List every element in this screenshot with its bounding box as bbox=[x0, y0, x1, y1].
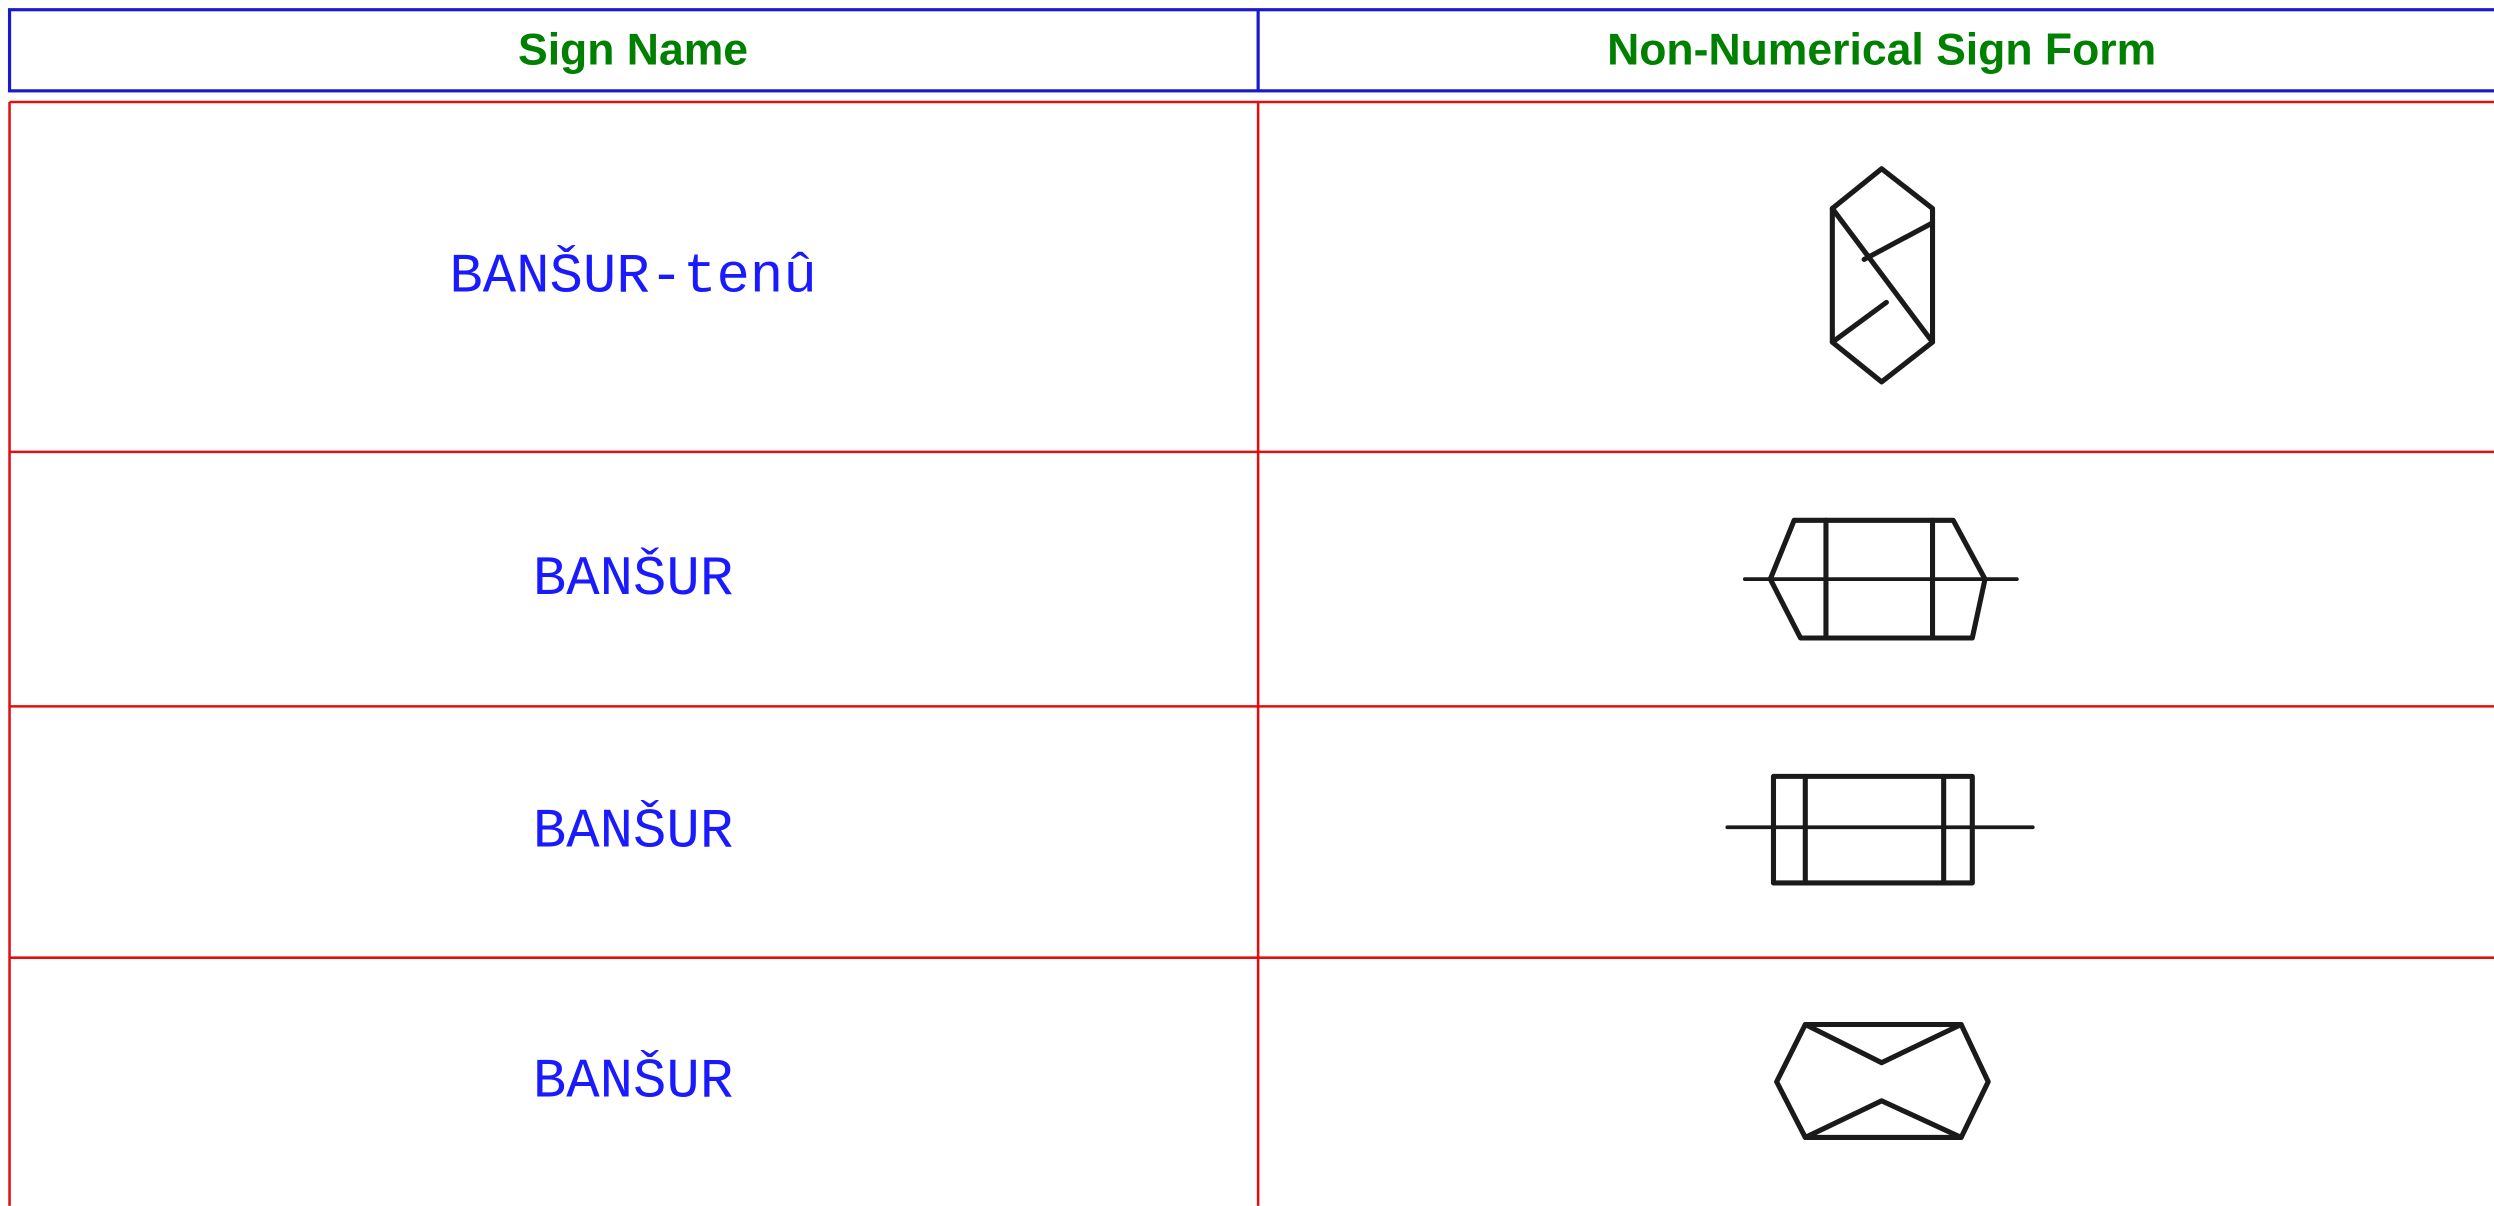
column-header: Sign Name bbox=[518, 25, 748, 74]
sign-glyph bbox=[1725, 773, 2035, 886]
table-grid bbox=[8, 100, 2494, 1206]
column-header: Non-Numerical Sign Form bbox=[1607, 25, 2156, 74]
sign-name: BANŠUR bbox=[533, 1049, 733, 1113]
sign-glyph bbox=[1774, 1021, 1991, 1140]
sign-glyph bbox=[1829, 166, 1936, 385]
sign-name: BANŠUR-tenû bbox=[449, 245, 816, 309]
sign-glyph bbox=[1742, 517, 2019, 641]
sign-name: BANŠUR bbox=[533, 800, 733, 864]
sign-name: BANŠUR bbox=[533, 547, 733, 611]
